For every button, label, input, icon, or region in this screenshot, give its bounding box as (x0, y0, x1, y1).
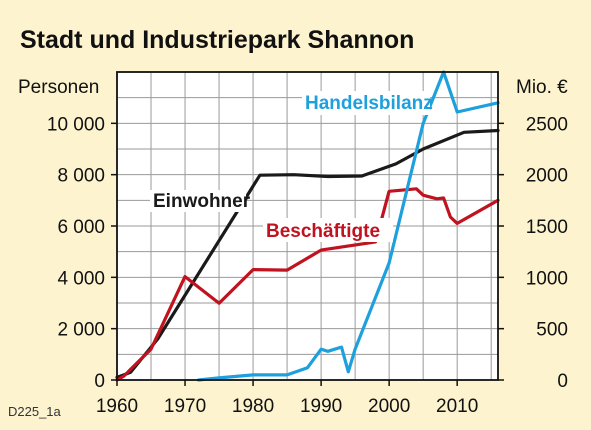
source-code-label: D225_1a (8, 404, 62, 419)
y-left-tick-label: 0 (94, 371, 105, 392)
y-axis-right-label: Mio. € (516, 77, 568, 98)
series-label-handelsbilanz: Handelsbilanz (305, 93, 433, 114)
y-axis-right-ticks: 0 500 1000 1500 2000 2500 (498, 114, 568, 392)
x-tick-label: 2010 (436, 396, 478, 417)
chart-title: Stadt und Industriepark Shannon (20, 26, 414, 54)
y-left-tick-label: 6 000 (57, 217, 105, 238)
y-right-tick-label: 1000 (526, 268, 568, 289)
label-background-beschaeftigte (263, 218, 393, 242)
series-label-beschaeftigte: Beschäftigte (266, 221, 380, 242)
series-label-einwohner: Einwohner (153, 191, 251, 212)
label-background-einwohner (150, 190, 246, 212)
y-left-tick-label: 10 000 (47, 114, 105, 135)
series-line-handelsbilanz (197, 70, 500, 382)
x-tick-label: 1980 (232, 396, 274, 417)
y-axis-left-ticks: 0 2 000 4 000 6 000 8 000 10 000 (47, 114, 117, 392)
x-tick-label: 2000 (368, 396, 410, 417)
x-tick-label: 1960 (96, 396, 138, 417)
x-axis-ticks: 1960 1970 1980 1990 2000 2010 (96, 380, 478, 417)
y-right-tick-label: 2000 (526, 166, 568, 187)
y-left-tick-label: 4 000 (57, 268, 105, 289)
x-tick-label: 1990 (300, 396, 342, 417)
y-right-tick-label: 500 (536, 320, 568, 341)
y-right-tick-label: 0 (557, 371, 568, 392)
y-right-tick-label: 1500 (526, 217, 568, 238)
y-right-tick-label: 2500 (526, 114, 568, 135)
label-background-handelsbilanz (302, 91, 430, 115)
y-axis-left-label: Personen (18, 77, 99, 98)
y-left-tick-label: 2 000 (57, 320, 105, 341)
x-tick-label: 1970 (164, 396, 206, 417)
y-left-tick-label: 8 000 (57, 166, 105, 187)
